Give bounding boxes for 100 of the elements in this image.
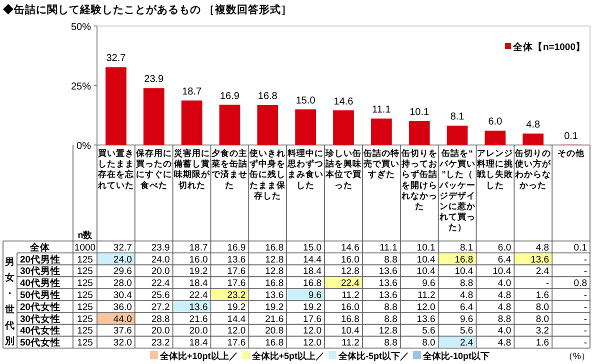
data-label: 14.4 [227, 314, 246, 325]
data-label: 1.6 [536, 338, 550, 349]
y-tick-label: 全体 [29, 241, 51, 254]
data-label: 16.0 [340, 254, 360, 266]
y-tick-label: 50代女性 [20, 336, 61, 349]
data-label: 22.4 [189, 290, 208, 301]
y2-tick-label: 1000 [74, 242, 96, 254]
chart-title: ◆缶詰に関して経験したことがあるもの ［複数回答形式］ [3, 3, 292, 16]
x-tick-label: 缶切りを持っておらず缶詰を開けられなかった [400, 148, 438, 211]
data-label: 19.2 [189, 266, 208, 278]
text: - [584, 338, 587, 349]
data-label: 13.6 [378, 278, 398, 290]
data-label: 17.6 [227, 278, 246, 290]
data-label: 10.1 [416, 242, 436, 254]
data-label: 29.6 [113, 266, 132, 278]
x-tick-label: 缶切りの使い方がわからなかった [514, 148, 552, 190]
data-label: 16.8 [258, 91, 278, 102]
data-label: 19.2 [227, 302, 246, 313]
data-label: 13.6 [265, 290, 284, 301]
data-label: 23.9 [144, 74, 164, 86]
data-label: 13.6 [227, 254, 246, 266]
data-label: 10.4 [454, 266, 474, 278]
data-label: 11.2 [342, 338, 360, 349]
data-label: 16.8 [340, 314, 360, 325]
data-label: 4.8 [536, 242, 550, 254]
data-label: 15.0 [296, 95, 316, 106]
bar [333, 110, 354, 145]
data-label: 0.1 [564, 130, 578, 142]
data-label: 30.4 [113, 290, 132, 301]
data-label: 8.8 [384, 338, 398, 349]
data-label: 10.1 [410, 106, 430, 118]
data-label: 8.0 [422, 338, 436, 349]
data-label: 12.0 [303, 338, 322, 349]
x-tick-label: 保存用に買ったのにすぐに食べた [134, 148, 172, 190]
x-tick-label: 缶詰を“バケ買い”した（パッケージデザインに惹かれて買った） [438, 148, 476, 232]
data-label: 16.8 [454, 254, 474, 266]
data-label: 12.8 [265, 266, 284, 278]
data-label: 6.4 [460, 302, 474, 313]
data-label: 20.0 [151, 266, 170, 278]
text: - [546, 278, 550, 290]
data-label: 22.4 [151, 278, 170, 290]
data-label: 10.4 [340, 326, 360, 337]
data-label: 14.6 [340, 242, 360, 254]
data-label: 4.8 [498, 338, 512, 349]
bar [408, 120, 430, 145]
data-label: 6.4 [498, 254, 512, 266]
data-label: 14.6 [334, 96, 354, 108]
bar [181, 100, 202, 145]
y-tick-label: 50代男性 [20, 289, 61, 301]
text: 全体比+10pt以上／ [159, 351, 238, 361]
data-label: 18.4 [303, 266, 322, 278]
y-tick-label: 40代男性 [20, 277, 61, 290]
data-label: 16.8 [303, 278, 322, 290]
data-label: 12.0 [227, 326, 246, 337]
bar [219, 104, 240, 145]
data-label: 5.6 [422, 326, 436, 337]
data-label: 16.8 [265, 338, 284, 349]
data-label: 16.8 [265, 242, 284, 254]
data-label: 16.0 [340, 302, 360, 313]
data-label: 0.1 [574, 242, 587, 254]
data-label: 6.0 [498, 242, 512, 254]
data-label: 19.2 [303, 302, 322, 313]
data-label: 18.4 [189, 338, 208, 349]
data-label: 21.6 [265, 314, 284, 325]
data-label: 13.6 [530, 254, 550, 266]
bar [370, 118, 392, 145]
data-label: 23.2 [227, 290, 246, 301]
data-label: 13.6 [189, 302, 208, 313]
data-label: 13.6 [378, 266, 398, 278]
data-label: 8.8 [498, 314, 512, 325]
data-label: 32.7 [106, 53, 126, 64]
x-tick-label: 災害用に備蓄し賞味期限が切れた [172, 148, 211, 190]
data-label: 10.4 [492, 266, 512, 278]
x-tick-label: 料理中に思わずつまみ食いした [286, 148, 324, 190]
data-label: 11.1 [380, 242, 398, 254]
y2-tick-label: 125 [77, 302, 93, 313]
data-label: 12.8 [265, 254, 284, 266]
data-label: 16.8 [265, 278, 284, 290]
bar [484, 130, 506, 145]
data-label: 9.6 [308, 290, 322, 301]
data-label: 18.4 [189, 278, 208, 290]
data-label: 23.2 [151, 338, 170, 349]
data-label: 8.8 [384, 254, 398, 266]
bar [143, 88, 164, 145]
data-label: 16.9 [220, 90, 240, 102]
text: - [584, 314, 587, 325]
bar [106, 67, 126, 145]
data-label: 4.8 [526, 120, 540, 131]
data-label: 21.6 [189, 314, 208, 325]
y2-tick-label: 125 [77, 314, 93, 325]
data-label: 17.6 [303, 314, 322, 325]
data-label: 11.2 [418, 290, 436, 301]
data-label: 28.8 [151, 314, 170, 325]
y-tick-label: 40代女性 [20, 324, 61, 337]
data-label: 23.9 [151, 242, 170, 254]
text: 男女・世代別 [4, 256, 15, 348]
data-label: 14.4 [303, 254, 322, 266]
x-tick-label: 夕食の主菜を缶詰で済ませた [210, 148, 248, 190]
data-label: 1.6 [536, 290, 550, 301]
y2-tick-label: 125 [77, 266, 93, 278]
